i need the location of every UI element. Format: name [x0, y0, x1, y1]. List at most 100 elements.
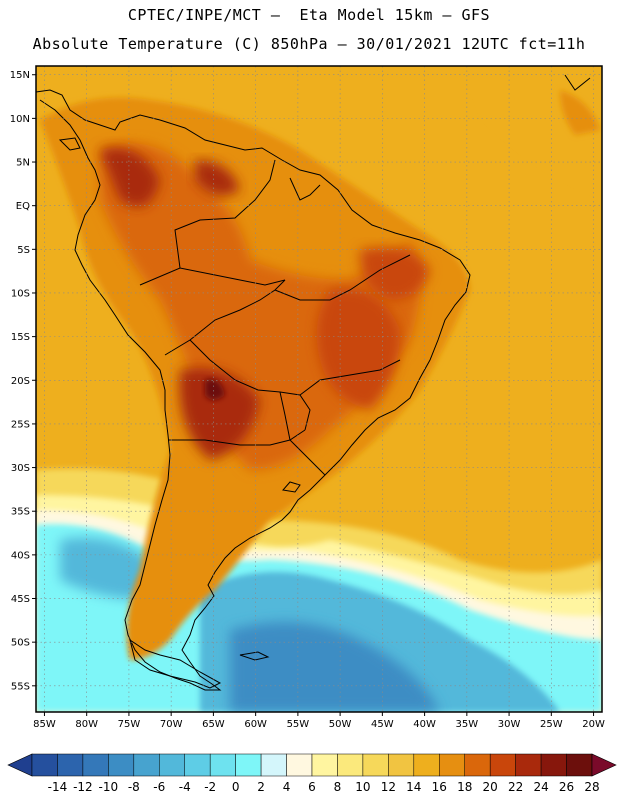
coastline-south-america: [36, 89, 471, 691]
colorbar-level-label: 14: [406, 780, 421, 794]
colorbar-level-label: 18: [457, 780, 472, 794]
lat-tick-label: 55S: [11, 681, 30, 692]
longitude-axis: 85W 80W 75W 70W 65W 60W 55W 50W 45W 40W 35W 30W 25W 2…: [33, 712, 605, 730]
lon-tick-label: 40W: [413, 719, 436, 730]
lon-tick-label: 20W: [582, 719, 605, 730]
lagoon-outline: [282, 481, 301, 493]
field-band-minus6: [230, 622, 440, 712]
colorbar-level-label: 16: [432, 780, 447, 794]
lon-tick-label: 65W: [202, 719, 225, 730]
colorbar-swatch: [439, 753, 465, 777]
lat-tick-label: 10S: [11, 288, 30, 299]
colorbar-swatch: [464, 753, 491, 777]
colorbar-swatch: [184, 753, 211, 777]
map-title-line-1: CPTEC/INPE/MCT – Eta Model 15km – GFS: [127, 6, 491, 24]
lat-tick-label: 45S: [11, 594, 30, 605]
lat-tick-label: 10N: [10, 114, 30, 125]
temperature-field: [36, 66, 602, 712]
colorbar-swatch: [362, 753, 389, 777]
colorbar-swatch: [209, 753, 236, 777]
lon-tick-label: 80W: [75, 719, 98, 730]
colorbar-swatch: [413, 753, 440, 777]
lon-tick-label: 55W: [287, 719, 310, 730]
lon-tick-label: 35W: [456, 719, 479, 730]
tierra-del-fuego: [129, 638, 222, 689]
falkland-islands: [239, 651, 270, 661]
colorbar-swatch: [108, 753, 135, 777]
map-frame: [35, 65, 603, 713]
lat-tick-label: EQ: [16, 201, 30, 212]
border-line-6: [279, 391, 291, 441]
colorbar-level-label: 2: [257, 780, 265, 794]
colorbar-level-label: 20: [483, 780, 498, 794]
island-outline-1: [58, 137, 81, 151]
lon-tick-label: 50W: [329, 719, 352, 730]
border-line-8: [299, 359, 401, 396]
lon-tick-label: 30W: [498, 719, 521, 730]
lat-tick-label: 5N: [16, 158, 30, 169]
lat-tick-label: 30S: [11, 463, 30, 474]
border-line-2: [174, 159, 276, 269]
field-hotspot-core: [205, 379, 225, 400]
lon-tick-label: 70W: [160, 719, 183, 730]
border-line-7: [289, 439, 326, 476]
lat-tick-label: 25S: [11, 419, 30, 430]
colorbar-swatch: [337, 753, 364, 777]
colorbar-level-label: -10: [99, 780, 119, 794]
colorbar-level-label: 4: [283, 780, 291, 794]
colorbar-swatch: [311, 753, 338, 777]
border-line-5: [168, 429, 306, 446]
field-hotspot-northeast: [360, 247, 430, 300]
colorbar-swatch: [133, 753, 160, 777]
field-pacific-cool: [60, 537, 150, 600]
colorbar-level-label: 26: [559, 780, 574, 794]
colorbar-level-label: 22: [508, 780, 523, 794]
lat-tick-label: 40S: [11, 550, 30, 561]
border-line-10: [289, 177, 321, 201]
colorbar-swatch: [515, 753, 542, 777]
field-hotspot-colombia: [100, 148, 160, 207]
field-atlantic-spot: [560, 90, 600, 135]
border-line-1: [139, 267, 286, 286]
colorbar-swatch: [235, 753, 262, 777]
colorbar-level-label: 28: [584, 780, 599, 794]
lon-tick-label: 60W: [244, 719, 267, 730]
colorbar-swatch: [31, 753, 58, 777]
colorbar-swatch: [286, 753, 313, 777]
colorbar-swatch: [540, 753, 567, 777]
field-hotspot-brazil: [316, 288, 400, 410]
colorbar-swatch: [388, 753, 415, 777]
lon-tick-label: 85W: [33, 719, 56, 730]
colorbar-swatch: [260, 753, 287, 777]
colorbar-swatch: [566, 753, 593, 777]
colorbar-level-label: 8: [334, 780, 342, 794]
colorbar-swatch: [82, 753, 109, 777]
lat-tick-label: 15S: [11, 332, 30, 343]
colorbar-level-label: 10: [355, 780, 370, 794]
lon-tick-label: 25W: [540, 719, 563, 730]
colorbar-level-label: -4: [179, 780, 191, 794]
colorbar-arrow-high: [591, 753, 617, 777]
colorbar-level-label: -6: [153, 780, 165, 794]
colorbar-level-label: -14: [48, 780, 68, 794]
colorbar-level-label: 6: [308, 780, 316, 794]
field-hotspot-venezuela: [195, 160, 240, 196]
map-title-line-2: Absolute Temperature (C) 850hPa – 30/01/…: [32, 35, 586, 53]
lat-tick-label: 35S: [11, 507, 30, 518]
colorbar-swatch: [159, 753, 185, 777]
border-line-4: [189, 339, 311, 431]
colorbar-level-label: 12: [381, 780, 396, 794]
colorbar-level-label: 24: [533, 780, 548, 794]
lat-tick-label: 20S: [11, 376, 30, 387]
lat-tick-label: 15N: [10, 70, 30, 81]
latitude-axis: 15N 10N 5N EQ 5S 10S 15S 20S 25S 30S 35S 40S 45S 50S 5…: [10, 70, 36, 692]
color-scale-bar: -14 -12 -10 -8 -6 -4 -2 0 2 4 6 8 10 12 14 16 18 20 22 24 26…: [7, 753, 617, 794]
colorbar-level-label: -12: [73, 780, 93, 794]
border-line-9: [274, 254, 411, 301]
colorbar-level-label: 0: [232, 780, 240, 794]
field-hotspot-chaco: [179, 368, 260, 460]
caribbean-islands: [564, 74, 591, 91]
lat-tick-label: 5S: [17, 245, 30, 256]
colorbar-swatch: [489, 753, 516, 777]
